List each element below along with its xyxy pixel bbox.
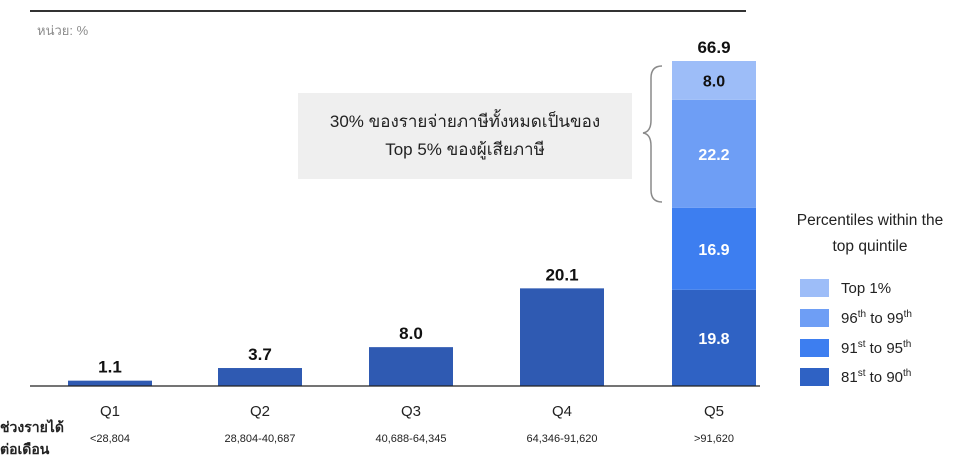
income-range-label-q5: >91,620 (694, 433, 734, 445)
bar-q4 (520, 288, 604, 386)
callout-line-1: 30% ของรายจ่ายภาษีทั้งหมดเป็นของ (329, 112, 601, 131)
bar-q2 (218, 368, 302, 386)
value-label-q2: 3.7 (248, 345, 272, 364)
x-tick-label-q2: Q2 (250, 403, 270, 420)
bar-q5-segment-4 (672, 61, 756, 100)
unit-label: หน่วย: % (37, 23, 89, 38)
row-label-line-2: ต่อเดือน (0, 441, 50, 457)
legend-title: Percentiles within the top quintile (782, 208, 958, 260)
income-range-label-q4: 64,346-91,620 (527, 433, 598, 445)
legend-item-2: 96th to 99th (800, 307, 912, 329)
legend-swatch (800, 309, 829, 327)
q5-segment-label-3: 22.2 (698, 147, 729, 164)
x-tick-label-q5: Q5 (704, 403, 724, 420)
legend-label: 91st to 95th (841, 339, 912, 357)
q5-segment-label-4: 8.0 (703, 73, 725, 90)
legend-swatch (800, 368, 829, 386)
q5-segment-label-2: 16.9 (698, 242, 729, 259)
legend-item-1: Top 1% (800, 277, 891, 299)
legend-swatch (800, 339, 829, 357)
q5-segment-label-1: 19.8 (698, 331, 729, 348)
legend-title-line-1: Percentiles within the (796, 212, 944, 229)
legend-label: 81st to 90th (841, 368, 912, 386)
value-label-q3: 8.0 (399, 324, 423, 343)
bar-q5-segment-1 (672, 289, 756, 386)
bar-q5-segment-3 (672, 99, 756, 208)
legend-title-line-2: top quintile (832, 238, 908, 255)
legend-swatch (800, 279, 829, 297)
income-range-label-q1: <28,804 (90, 433, 130, 445)
value-label-q1: 1.1 (98, 358, 122, 377)
income-range-label-q2: 28,804-40,687 (225, 433, 296, 445)
callout-box: 30% ของรายจ่ายภาษีทั้งหมดเป็นของ Top 5% … (298, 93, 632, 179)
legend-label: 96th to 99th (841, 309, 912, 327)
income-range-label-q3: 40,688-64,345 (376, 433, 447, 445)
legend-item-4: 81st to 90th (800, 366, 911, 388)
top-rule (30, 10, 746, 12)
row-label-line-1: ช่วงรายได้ (0, 419, 64, 435)
bar-q3 (369, 347, 453, 386)
legend-label: Top 1% (841, 279, 892, 297)
callout-line-2: Top 5% ของผู้เสียภาษี (385, 140, 545, 159)
x-tick-label-q4: Q4 (552, 403, 572, 420)
value-label-q5: 66.9 (697, 38, 730, 57)
bar-q5-segment-2 (672, 207, 756, 290)
value-label-q4: 20.1 (545, 265, 578, 284)
bar-q1 (68, 380, 152, 386)
x-tick-label-q3: Q3 (401, 403, 421, 420)
x-tick-label-q1: Q1 (100, 403, 120, 420)
brace (642, 65, 663, 203)
legend-item-3: 91st to 95th (800, 337, 911, 359)
income-range-row-label: ช่วงรายได้ ต่อเดือน (0, 416, 64, 460)
